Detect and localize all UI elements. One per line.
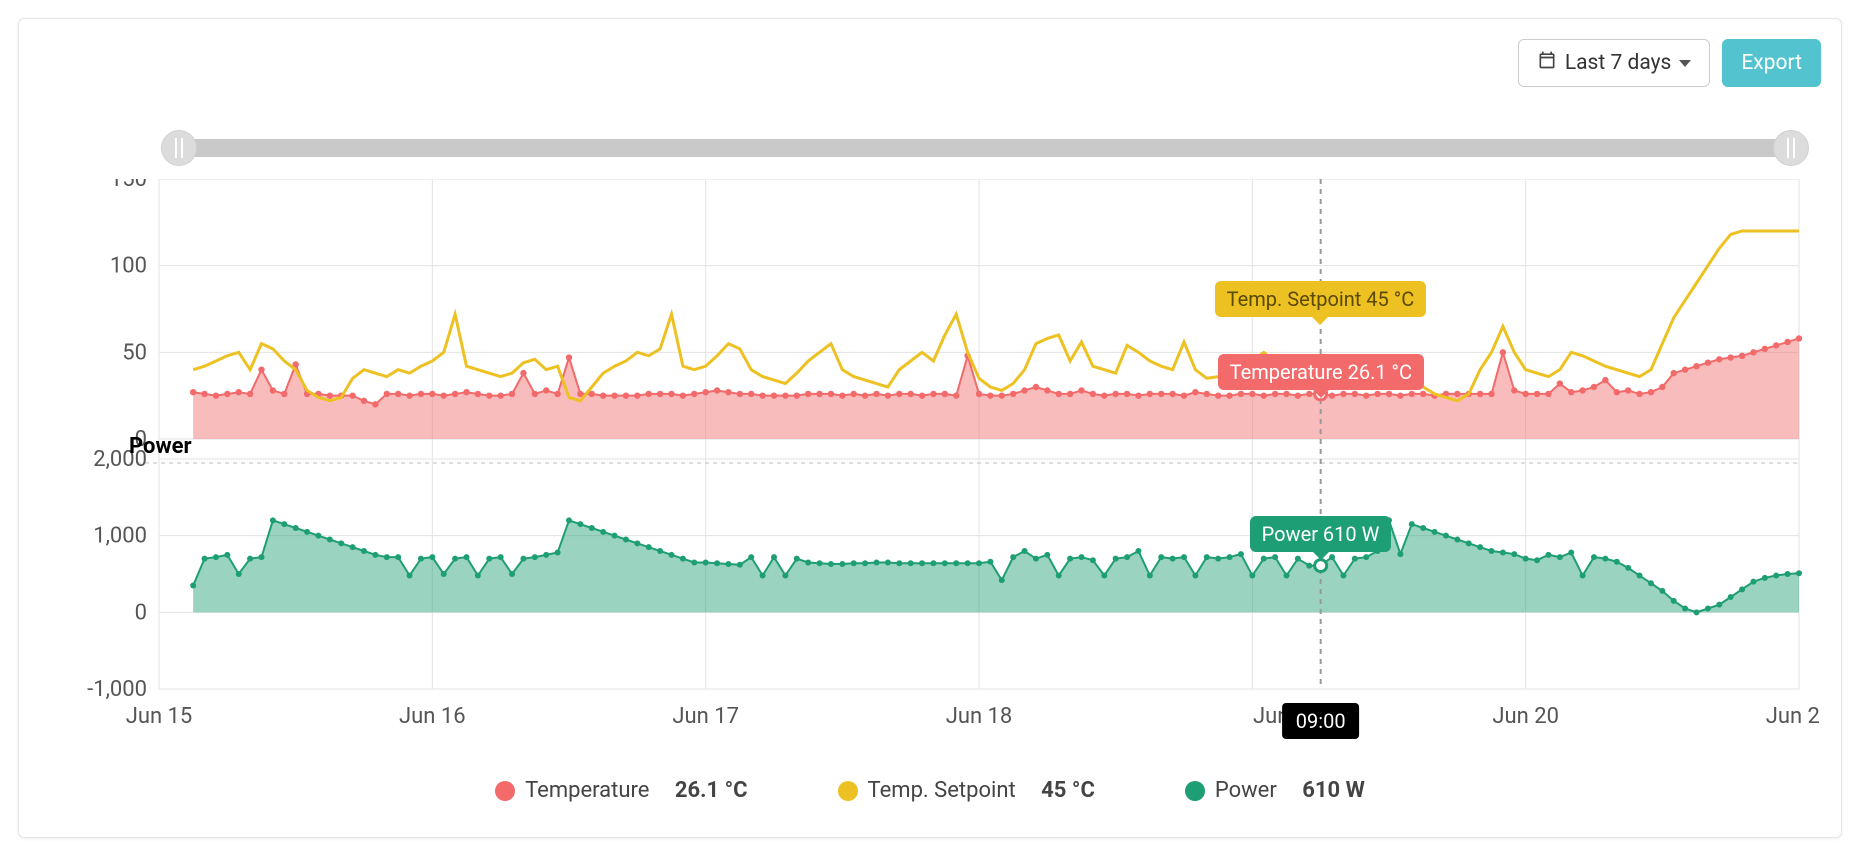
svg-text:150: 150 [110, 179, 147, 192]
svg-text:0: 0 [135, 600, 147, 625]
legend: Temperature 26.1 °C Temp. Setpoint 45 °C… [19, 778, 1841, 803]
tooltip-power: Power 610 W [1250, 516, 1392, 552]
range-slider[interactable] [179, 139, 1791, 157]
svg-text:Jun 15: Jun 15 [126, 704, 193, 729]
legend-item-setpoint[interactable]: Temp. Setpoint 45 °C [838, 778, 1095, 803]
calendar-icon [1537, 50, 1557, 76]
cursor-time-text: 09:00 [1296, 709, 1346, 733]
svg-text:Jun 18: Jun 18 [946, 704, 1013, 729]
svg-text:Jun 20: Jun 20 [1492, 704, 1559, 729]
toolbar: Last 7 days Export [1518, 39, 1821, 87]
svg-text:100: 100 [110, 254, 147, 279]
svg-text:Jun 17: Jun 17 [672, 704, 739, 729]
range-slider-handle-left[interactable] [161, 130, 197, 166]
legend-temperature-label: Temperature [525, 778, 649, 803]
date-range-dropdown[interactable]: Last 7 days [1518, 39, 1711, 87]
legend-setpoint-value: 45 °C [1041, 778, 1095, 803]
legend-dot-icon [1185, 781, 1205, 801]
tooltip-setpoint-text: Temp. Setpoint 45 °C [1227, 287, 1415, 311]
svg-text:50: 50 [122, 340, 147, 365]
tooltip-setpoint: Temp. Setpoint 45 °C [1215, 281, 1427, 317]
cursor-time-badge: 09:00 [1282, 703, 1360, 739]
tooltip-temperature: Temperature 26.1 °C [1218, 354, 1424, 390]
legend-power-value: 610 W [1302, 778, 1365, 803]
svg-text:Jun 16: Jun 16 [399, 704, 466, 729]
legend-setpoint-label: Temp. Setpoint [868, 778, 1016, 803]
date-range-label: Last 7 days [1565, 51, 1672, 75]
svg-text:-1,000: -1,000 [87, 677, 147, 702]
legend-item-temperature[interactable]: Temperature 26.1 °C [495, 778, 747, 803]
svg-text:Jun 21: Jun 21 [1766, 704, 1819, 729]
chart-card: Last 7 days Export 050100150Temperatures… [18, 18, 1842, 838]
legend-item-power[interactable]: Power 610 W [1185, 778, 1365, 803]
export-button-label: Export [1741, 51, 1802, 75]
tooltip-arrow-icon [1312, 317, 1328, 325]
legend-dot-icon [495, 781, 515, 801]
range-slider-handle-right[interactable] [1773, 130, 1809, 166]
svg-text:1,000: 1,000 [93, 524, 147, 549]
chevron-down-icon [1679, 60, 1691, 67]
svg-text:Power: Power [129, 434, 192, 459]
legend-power-label: Power [1215, 778, 1277, 803]
legend-temperature-value: 26.1 °C [675, 778, 748, 803]
chart-plot: 050100150Temperatures-1,00001,0002,000Po… [59, 179, 1819, 729]
legend-dot-icon [838, 781, 858, 801]
tooltip-power-text: Power 610 W [1262, 522, 1380, 546]
tooltip-arrow-icon [1313, 390, 1329, 398]
export-button[interactable]: Export [1722, 39, 1821, 87]
tooltip-temperature-text: Temperature 26.1 °C [1230, 360, 1412, 384]
tooltip-arrow-icon [1313, 552, 1329, 560]
